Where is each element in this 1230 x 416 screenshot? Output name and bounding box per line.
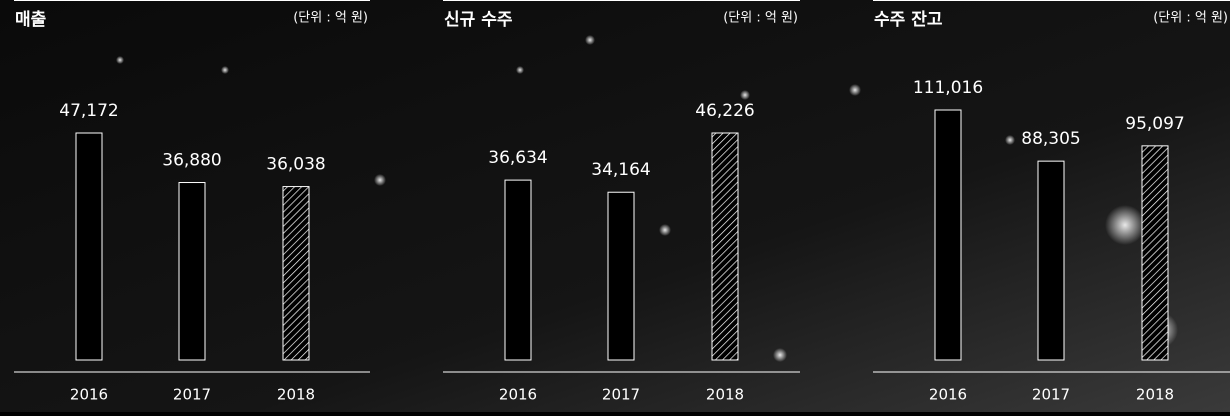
chart-title: 매출	[15, 10, 47, 30]
value-label: 36,634	[488, 148, 547, 168]
bar	[711, 132, 739, 361]
x-tick-label: 2017	[602, 386, 640, 404]
value-label: 95,097	[1125, 114, 1184, 134]
value-label: 34,164	[591, 160, 650, 180]
unit-label: (단위 : 억 원)	[723, 11, 798, 26]
x-tick-label: 2018	[706, 386, 744, 404]
value-label: 88,305	[1021, 129, 1080, 149]
bar	[1141, 145, 1169, 361]
x-tick-label: 2018	[277, 386, 315, 404]
x-tick-label: 2018	[1136, 386, 1174, 404]
x-tick-label: 2017	[173, 386, 211, 404]
value-label: 111,016	[913, 78, 983, 98]
x-tick-label: 2017	[1032, 386, 1070, 404]
unit-label: (단위 : 억 원)	[293, 11, 368, 26]
value-label: 36,880	[162, 151, 221, 171]
bar	[75, 132, 103, 361]
bar	[504, 179, 532, 361]
bar	[934, 109, 962, 361]
x-tick-label: 2016	[70, 386, 108, 404]
unit-label: (단위 : 억 원)	[1153, 11, 1228, 26]
value-label: 36,038	[266, 155, 325, 175]
chart-title: 수주 잔고	[874, 10, 943, 30]
bar	[178, 182, 206, 361]
bar	[1037, 160, 1065, 361]
chart-title: 신규 수주	[444, 10, 513, 30]
value-label: 46,226	[695, 101, 754, 121]
value-label: 47,172	[59, 101, 118, 121]
bar	[282, 186, 310, 361]
bar	[607, 191, 635, 361]
x-tick-label: 2016	[499, 386, 537, 404]
x-tick-label: 2016	[929, 386, 967, 404]
